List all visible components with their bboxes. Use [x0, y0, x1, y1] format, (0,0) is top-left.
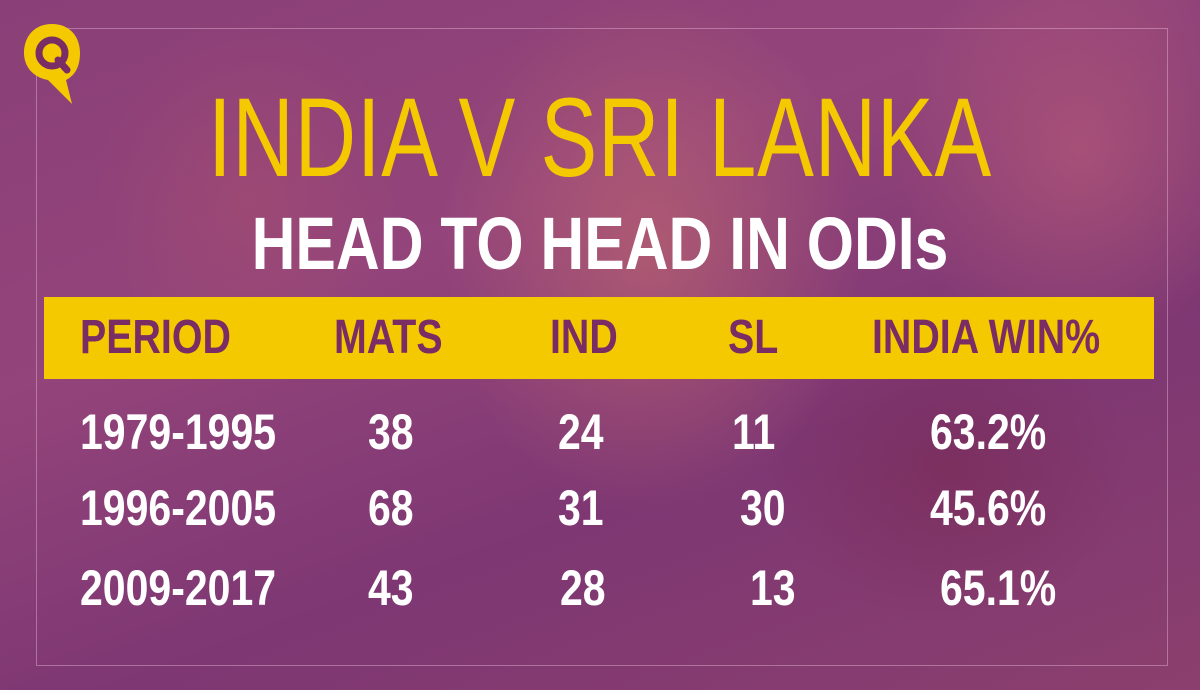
win-pct-cell: 65.1%	[940, 560, 1057, 616]
quint-logo-icon	[20, 20, 84, 106]
mats-cell: 38	[368, 404, 414, 460]
sl-cell: 11	[732, 404, 776, 460]
border-frame	[36, 28, 1168, 666]
sl-cell: 13	[750, 560, 796, 616]
column-header-period: PERIOD	[80, 311, 231, 364]
win-pct-cell: 63.2%	[930, 404, 1047, 460]
ind-cell: 24	[558, 404, 604, 460]
period-cell: 2009-2017	[80, 560, 277, 616]
sl-cell: 30	[740, 480, 786, 536]
mats-cell: 43	[368, 560, 414, 616]
ind-cell: 28	[560, 560, 606, 616]
page-title: INDIA V SRI LANKA	[208, 75, 992, 200]
period-cell: 1996-2005	[80, 480, 277, 536]
column-header-sl: SL	[728, 311, 779, 364]
column-header-ind: IND	[550, 311, 618, 364]
mats-cell: 68	[368, 480, 414, 536]
column-header-mats: MATS	[334, 311, 443, 364]
page-subtitle: HEAD TO HEAD IN ODIs	[251, 202, 949, 285]
table-row: 1996-2005 68 31 30 45.6%	[0, 468, 1200, 548]
ind-cell: 31	[558, 480, 604, 536]
win-pct-cell: 45.6%	[930, 480, 1047, 536]
table-row: 1979-1995 38 24 11 63.2%	[0, 392, 1200, 472]
column-header-india-win-pct: INDIA WIN%	[872, 311, 1101, 364]
period-cell: 1979-1995	[80, 404, 277, 460]
table-row: 2009-2017 43 28 13 65.1%	[0, 548, 1200, 628]
table-header: PERIOD MATS IND SL INDIA WIN%	[44, 297, 1154, 379]
